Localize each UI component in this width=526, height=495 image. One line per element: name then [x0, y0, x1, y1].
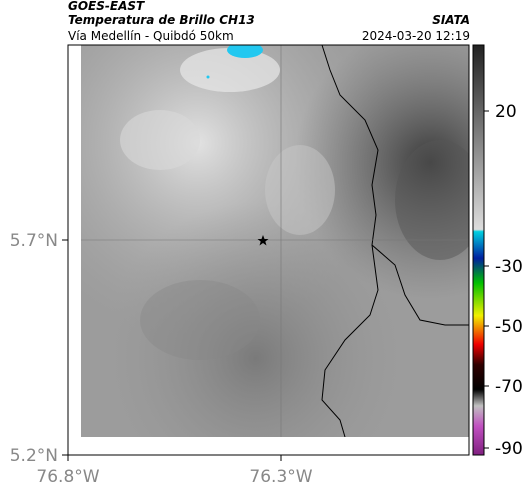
- map-frame: [67, 44, 470, 456]
- x-tick-label: 76.3°W: [249, 467, 312, 487]
- colorbar: [472, 44, 485, 456]
- credit: SIATA: [432, 13, 470, 27]
- source: GOES-EAST: [68, 0, 145, 13]
- colorbar-tick-label: -90: [495, 439, 523, 459]
- colorbar-tick-label: -50: [495, 317, 523, 337]
- satellite-image: [81, 45, 469, 437]
- labels: 5.7°N 5.2°N76.8°W 76.3°W 20 -30 -50 -70 -90: [10, 102, 523, 487]
- title: Temperatura de Brillo CH13: [68, 13, 255, 27]
- subtitle: Vía Medellín - Quibdó 50km: [68, 29, 234, 43]
- y-tick-label: 5.7°N: [10, 231, 58, 251]
- timestamp: 2024-03-20 12:19: [362, 29, 470, 43]
- y-tick-label: 5.2°N: [10, 446, 58, 466]
- colorbar-tick-label: -30: [495, 257, 523, 277]
- x-tick-label: 76.8°W: [36, 467, 99, 487]
- colorbar-tick-label: -70: [495, 377, 523, 397]
- colorbar-tick-label: 20: [495, 102, 517, 122]
